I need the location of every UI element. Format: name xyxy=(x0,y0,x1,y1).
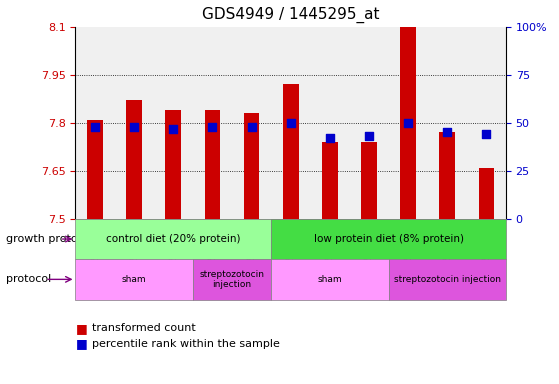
Bar xyxy=(205,110,220,219)
Point xyxy=(443,129,452,136)
Text: low protein diet (8% protein): low protein diet (8% protein) xyxy=(314,234,463,244)
Bar xyxy=(126,101,142,219)
Point xyxy=(482,131,491,137)
Bar xyxy=(244,113,259,219)
Text: transformed count: transformed count xyxy=(92,323,196,333)
Bar xyxy=(165,110,181,219)
Text: ■: ■ xyxy=(75,322,87,335)
Point xyxy=(169,126,178,132)
Text: sham: sham xyxy=(122,275,146,284)
Point xyxy=(130,124,139,130)
Text: ■: ■ xyxy=(75,337,87,350)
Text: streptozotocin
injection: streptozotocin injection xyxy=(200,270,264,289)
Bar xyxy=(87,120,103,219)
Bar xyxy=(479,168,494,219)
Point xyxy=(286,120,295,126)
Point xyxy=(91,124,100,130)
Text: percentile rank within the sample: percentile rank within the sample xyxy=(92,339,280,349)
Bar xyxy=(283,84,299,219)
Text: protocol: protocol xyxy=(6,274,51,285)
Bar xyxy=(361,142,377,219)
Bar xyxy=(439,132,455,219)
Bar xyxy=(400,27,416,219)
Point xyxy=(247,124,256,130)
Point xyxy=(364,133,373,139)
Text: control diet (20% protein): control diet (20% protein) xyxy=(106,234,240,244)
Point xyxy=(404,120,413,126)
Title: GDS4949 / 1445295_at: GDS4949 / 1445295_at xyxy=(202,7,380,23)
Text: streptozotocin injection: streptozotocin injection xyxy=(394,275,501,284)
Text: growth protocol: growth protocol xyxy=(6,234,93,244)
Bar xyxy=(322,142,338,219)
Point xyxy=(208,124,217,130)
Text: sham: sham xyxy=(318,275,342,284)
Point xyxy=(325,135,334,141)
